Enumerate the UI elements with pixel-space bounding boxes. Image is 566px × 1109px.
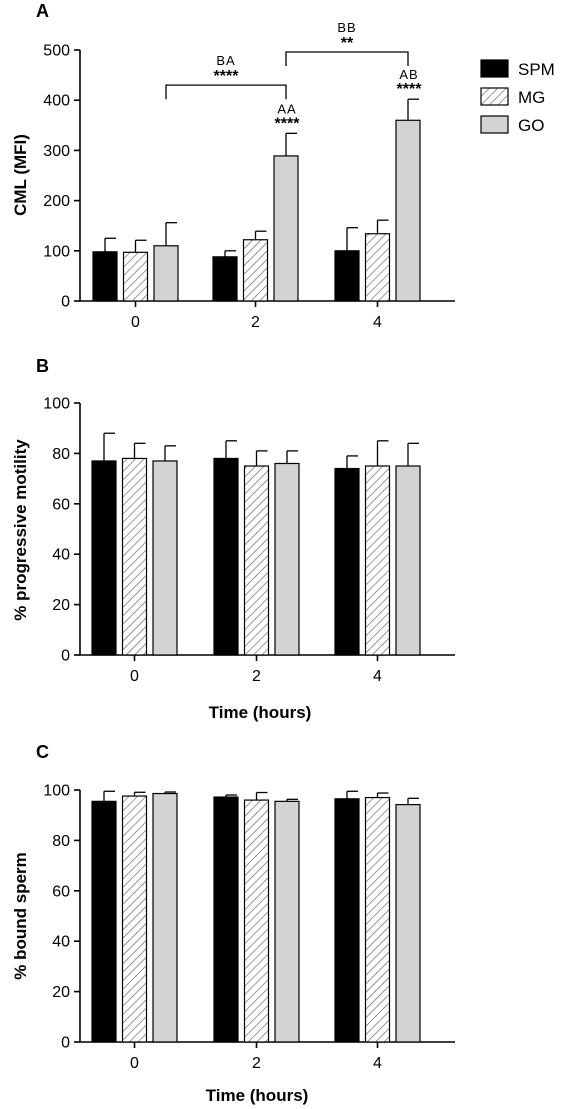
panel-c-bars <box>91 790 421 1043</box>
panel-c-bar-mg-2 <box>243 799 270 1043</box>
panel-b-y-axis-title: % progressive motility <box>11 439 30 621</box>
panel-a-bar-go-4 <box>395 119 421 302</box>
panel-b-bar-go-0 <box>152 460 178 656</box>
panel-b-x-tick-label: 2 <box>252 668 261 685</box>
panel-a-y-tick-label: 0 <box>61 294 70 311</box>
panel-c-bar-spm-2 <box>213 796 239 1043</box>
panel-b-y-tick-label: 40 <box>52 547 70 564</box>
panel-a-y-tick-label: 200 <box>43 193 70 210</box>
panel-a-annotations: AA****AB****BA****BB** <box>165 20 423 132</box>
panel-a-bar-go-0 <box>153 245 179 302</box>
panel-c-x-tick-label: 2 <box>252 1055 261 1072</box>
panel-b-bars <box>91 432 421 656</box>
panel-c-x-axis-title: Time (hours) <box>206 1086 309 1105</box>
panel-b: B 0 20 40 60 80 100 0 2 4 % progressive motilit… <box>11 356 455 722</box>
panel-a-annotation-stars: **** <box>397 81 423 98</box>
panel-c-y-tick-label: 60 <box>52 883 70 900</box>
panel-a-x-tick-label: 2 <box>251 314 260 331</box>
panel-c-letter: C <box>36 742 49 762</box>
panel-c-bar-go-4 <box>395 804 421 1043</box>
panel-a-y-ticks: 0 100 200 300 400 500 <box>43 43 80 311</box>
legend-label-go: GO <box>518 116 544 135</box>
panel-c-bar-spm-0 <box>91 800 117 1043</box>
panel-a-annotation-letters: AA <box>277 101 296 116</box>
panel-b-bar-spm-0 <box>91 460 117 656</box>
panel-b-x-tick-label: 0 <box>130 668 139 685</box>
panel-c-y-tick-label: 100 <box>43 783 70 800</box>
legend-swatch-spm <box>480 59 509 78</box>
panel-c-y-axis-title: % bound sperm <box>11 852 30 980</box>
panel-c-x-tick-label: 0 <box>130 1055 139 1072</box>
panel-b-y-tick-label: 60 <box>52 496 70 513</box>
legend-label-mg: MG <box>518 88 545 107</box>
panel-a-bar-go-2 <box>273 155 299 302</box>
legend-swatch-mg <box>480 87 509 106</box>
legend: SPM MG GO <box>480 59 555 135</box>
panel-a-bar-spm-2 <box>212 256 238 302</box>
panel-c-y-tick-label: 20 <box>52 984 70 1001</box>
panel-c: C 0 20 40 60 80 100 0 2 4 % bound sperm Time (h… <box>11 742 455 1105</box>
panel-c-x-ticks: 0 2 4 <box>130 1042 382 1072</box>
legend-label-spm: SPM <box>518 60 555 79</box>
panel-b-x-tick-label: 4 <box>373 668 382 685</box>
panel-b-bar-mg-4 <box>364 465 391 656</box>
panel-b-bar-mg-2 <box>243 465 270 656</box>
panel-b-bar-mg-0 <box>121 457 148 656</box>
panel-b-x-axis-title: Time (hours) <box>209 703 312 722</box>
panel-a-bracket-letters: BA <box>216 53 235 68</box>
panel-a-x-tick-label: 0 <box>131 314 140 331</box>
panel-a-bar-spm-0 <box>92 251 118 302</box>
panel-b-bar-go-4 <box>395 465 421 656</box>
panel-a-y-tick-label: 300 <box>43 143 70 160</box>
panel-a-letter: A <box>36 1 49 21</box>
panel-a-bar-spm-4 <box>334 250 360 302</box>
panel-c-y-tick-label: 0 <box>61 1035 70 1052</box>
panel-a-y-tick-label: 100 <box>43 243 70 260</box>
panel-b-bar-spm-2 <box>213 457 239 656</box>
panel-a-annotation-stars: **** <box>275 115 301 132</box>
panel-a-bar-mg-0 <box>122 251 149 302</box>
panel-c-bar-go-0 <box>152 792 178 1043</box>
legend-swatch-go <box>480 115 509 134</box>
panel-a-x-tick-label: 4 <box>373 314 382 331</box>
panel-a-bar-mg-2 <box>242 239 269 302</box>
panel-a-bracket-stars: ** <box>341 35 354 52</box>
panel-a-significance-bracket <box>285 51 409 67</box>
panel-c-y-ticks: 0 20 40 60 80 100 <box>43 783 80 1052</box>
panel-a-bars <box>92 98 421 302</box>
panel-c-bar-go-2 <box>274 800 300 1043</box>
panel-c-bar-mg-4 <box>364 796 391 1043</box>
panel-a-bracket-letters: BB <box>337 20 356 35</box>
panel-c-y-tick-label: 80 <box>52 833 70 850</box>
panel-c-x-tick-label: 4 <box>373 1055 382 1072</box>
panel-b-bar-spm-4 <box>334 467 360 656</box>
panel-c-bar-mg-0 <box>121 795 148 1043</box>
panel-b-x-ticks: 0 2 4 <box>130 655 382 685</box>
panel-b-letter: B <box>36 356 49 376</box>
panel-a-bar-mg-4 <box>364 233 391 302</box>
panel-b-y-ticks: 0 20 40 60 80 100 <box>43 396 80 665</box>
panel-b-y-tick-label: 100 <box>43 396 70 413</box>
panel-b-y-tick-label: 0 <box>61 648 70 665</box>
panel-a-y-axis-title: CML (MFI) <box>11 134 30 216</box>
panel-b-y-tick-label: 80 <box>52 446 70 463</box>
panel-a-annotation-letters: AB <box>399 67 418 82</box>
panel-a-bracket-stars: **** <box>214 68 240 85</box>
panel-b-bar-go-2 <box>274 462 300 656</box>
panel-c-y-tick-label: 40 <box>52 934 70 951</box>
panel-b-y-tick-label: 20 <box>52 597 70 614</box>
panel-a-significance-bracket <box>165 84 287 100</box>
panel-a-x-ticks: 0 2 4 <box>131 301 382 331</box>
panel-c-bar-spm-4 <box>334 798 360 1043</box>
panel-a-y-tick-label: 400 <box>43 93 70 110</box>
panel-a-y-tick-label: 500 <box>43 43 70 60</box>
